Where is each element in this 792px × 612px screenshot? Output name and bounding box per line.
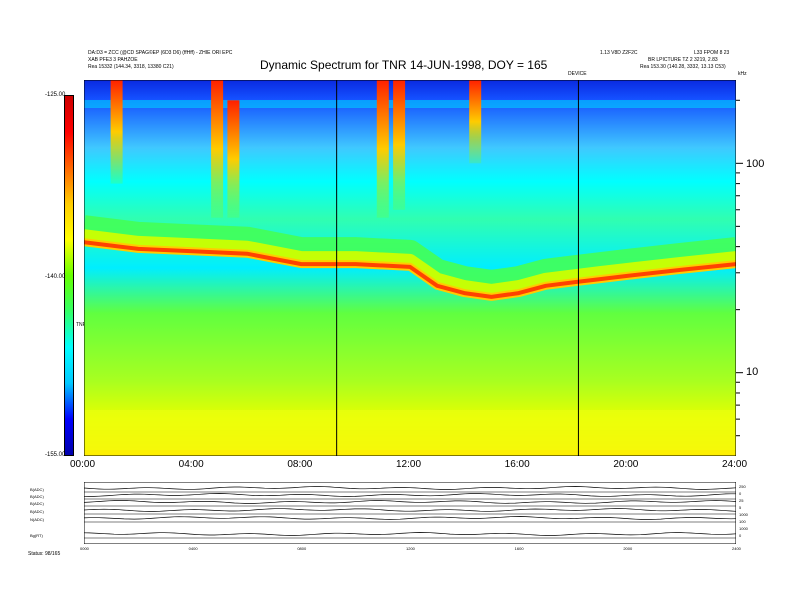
bottom-scale-label-4: 1000 [739,512,748,517]
bottom-x-tick-4: 1600 [514,546,524,551]
burst-5 [469,80,482,164]
header-right-line1: 1.13 V8D Z2F2C [600,50,638,56]
frequency-unit: kHz [738,71,747,77]
bottom-scale-label-6: 1000 [739,526,748,531]
freq-axis [736,99,743,437]
bottom-scale-label-2: 25 [739,498,744,503]
header-right-line2: L33 FPOM 8 23 [694,50,730,56]
bottom-scale-label-0: 250 [739,484,746,489]
header-right-line3: BR LPICTURE TZ 2 3219, 2.83 [648,57,718,63]
bottom-x-tick-1: 0400 [188,546,198,551]
colorbar-label: TNR [76,322,87,328]
burst-3 [376,80,389,218]
colorbar [64,95,74,456]
burst-2 [227,100,240,218]
bottom-x-tick-5: 2000 [623,546,633,551]
x-tick-label-6: 24:00 [722,459,748,470]
bottom-x-tick-3: 1200 [406,546,415,551]
bottom-scale-label-5: 100 [739,519,746,524]
header-left-line3: Rea 15332 (144.34, 3318, 13380 C21) [88,64,174,70]
x-tick-label-3: 12:00 [396,459,422,470]
bottom-trace-3 [84,508,736,512]
x-tick-label-0: 00:00 [70,459,96,470]
emission-band-layer-0 [84,215,736,296]
x-tick-label-4: 16:00 [504,459,530,470]
burst-4 [393,80,406,210]
header-left-line2: XAB PFE3 3 PAHZOE [88,57,138,63]
bottom-trace-2 [84,500,736,504]
bottom-scale-label-7: 0 [739,533,742,538]
bottom-trace-4 [84,516,736,520]
header-left-line1: DA:D3 = ZCC (@CD SPAG©EP (6D3 D6) (ffHff… [88,50,233,56]
colorbar-tick-mid: -140.00 [45,274,66,280]
bottom-trace-0 [84,486,736,490]
emission-band-layer-1 [84,229,736,298]
bottom-scale-label-1: 0 [739,491,742,496]
burst-0 [110,80,123,184]
bottom-row-label-5: Bg(RT) [30,533,43,538]
header-right-line4: Rea 153.30 (140.28, 3332, 13.13 C53) [640,64,726,70]
bottom-panel [84,482,736,544]
footer-status: Status: 98/165 [28,551,61,557]
freq-tick-10: 10 [746,366,759,378]
chart-title: Dynamic Spectrum for TNR 14-JUN-1998, DO… [260,58,548,72]
bottom-row-label-2: B(ADC) [30,501,44,506]
bottom-scale-label-3: 5 [739,505,742,510]
bottom-x-tick-0: 0000 [80,546,89,551]
emission-band-layer-3 [84,240,736,299]
x-tick-label-5: 20:00 [613,459,639,470]
x-tick-label-1: 04:00 [178,459,204,470]
event-label: DEVICE [568,71,587,77]
bottom-row-label-3: B(ADC) [30,509,44,514]
freq-tick-100: 100 [746,158,765,170]
bottom-x-tick-2: 0800 [297,546,307,551]
bottom-trace-1 [84,493,736,497]
bottom-row-label-1: B(ADC) [30,494,44,499]
bottom-x-tick-6: 2400 [732,546,741,551]
spectrogram [84,80,736,456]
colorbar-tick-top: -125.00 [45,92,66,98]
burst-1 [211,80,224,218]
x-tick-label-2: 08:00 [287,459,313,470]
bottom-row-label-0: B(ADC) [30,487,44,492]
bottom-trace-5 [84,532,736,536]
colorbar-tick-bottom: -155.00 [45,452,66,458]
bottom-row-label-4: N(ADC) [30,517,44,522]
